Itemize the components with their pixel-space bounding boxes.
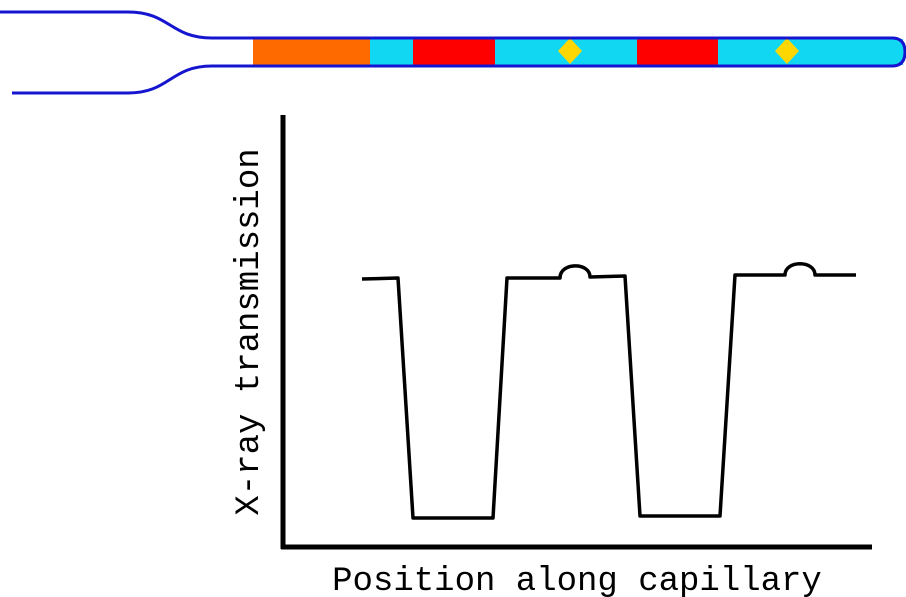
diagram: X-ray transmission Position along capill… [0,0,906,597]
transmission-trace [362,264,856,518]
capillary [0,12,905,93]
x-axis-label: Position along capillary [332,563,822,597]
red-segment [413,39,495,65]
red-segment [637,39,718,65]
y-axis-label: X-ray transmission [231,148,269,515]
plot: X-ray transmission Position along capill… [231,115,872,597]
orange-segment [253,39,370,65]
